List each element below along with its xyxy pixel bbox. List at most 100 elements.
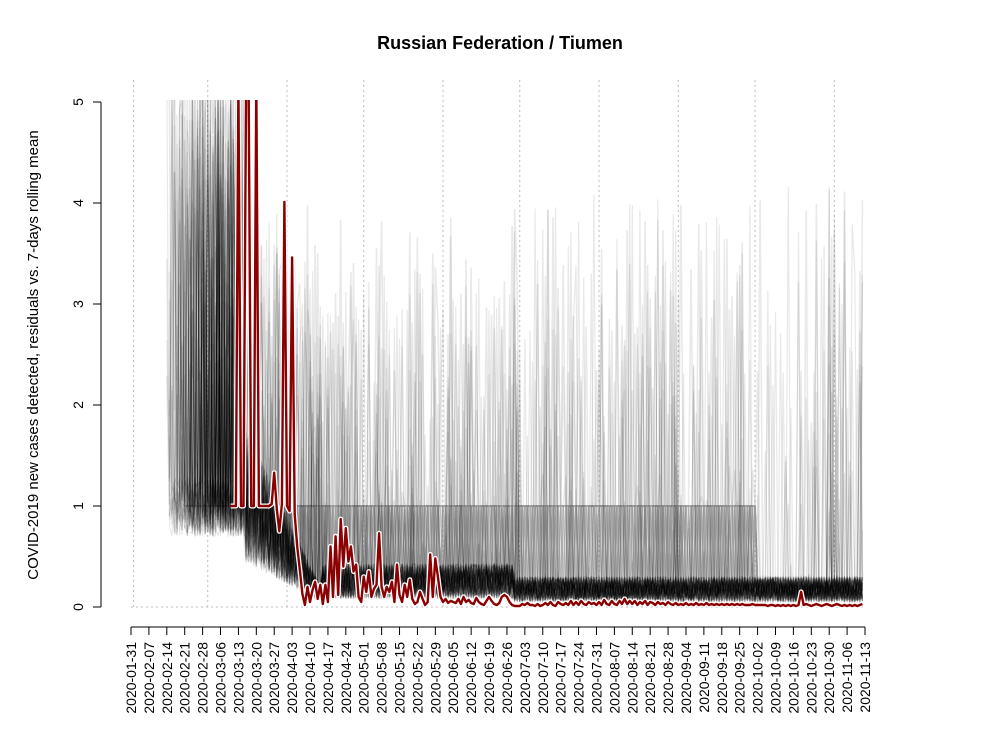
background-series-line [214,106,863,604]
background-series-line [202,100,863,603]
y-tick-label: 4 [70,199,86,207]
background-series-line [168,100,863,603]
background-series-line [168,100,863,604]
background-series-line [173,100,863,604]
x-tick-label: 2020-03-06 [213,642,229,714]
x-tick-label: 2020-07-24 [571,642,587,714]
background-series-line [214,104,864,604]
x-tick-label: 2020-02-07 [141,642,157,714]
x-tick-label: 2020-05-01 [356,642,372,714]
x-tick-label: 2020-06-26 [499,642,515,714]
x-tick-label: 2020-08-07 [606,642,622,714]
background-series-line [168,100,863,604]
background-series-line [204,136,863,603]
x-tick-label: 2020-05-08 [374,642,390,714]
x-tick-label: 2020-04-10 [302,642,318,714]
background-series-line [184,128,863,604]
x-tick-label: 2020-08-14 [624,642,640,714]
background-series-line [168,153,863,603]
highlight-series-line [230,100,863,608]
y-axis-label: COVID-2019 new cases detected, residuals… [25,130,42,579]
x-tick-label: 2020-03-20 [248,642,264,714]
background-series-line [173,100,863,604]
background-series-line [205,100,864,604]
y-tick-label: 1 [70,502,86,510]
background-series-line [189,162,863,604]
x-tick-label: 2020-09-18 [714,642,730,714]
x-tick-label: 2020-03-27 [266,642,282,714]
background-series-line [202,100,863,604]
background-series-line [173,100,863,604]
x-tick-label: 2020-05-15 [392,642,408,714]
background-series-line [168,100,863,605]
x-tick-label: 2020-09-11 [696,642,712,713]
background-series-line [176,100,863,604]
background-series-line [171,100,863,604]
x-tick-label: 2020-06-05 [445,642,461,714]
background-series-line [179,107,863,604]
background-series-line [176,116,863,604]
x-tick-label: 2020-02-14 [159,642,175,714]
background-series-line [168,120,863,604]
background-series-line [204,199,863,604]
x-tick-label: 2020-07-03 [517,642,533,714]
background-series-line [176,100,863,604]
background-series-line [176,100,863,603]
background-series-line [166,100,863,604]
background-series-line [212,179,863,604]
background-series-line [191,193,863,604]
x-tick-label: 2020-06-12 [463,642,479,714]
x-tick-label: 2020-09-25 [732,642,748,714]
chart-title: Russian Federation / Tiumen [377,33,623,53]
x-tick-label: 2020-04-24 [338,642,354,714]
background-series-line [179,100,863,604]
background-series-line [191,105,863,604]
x-tick-label: 2020-08-28 [660,642,676,714]
background-series-line [196,100,863,604]
x-tick-label: 2020-02-21 [177,642,193,714]
background-series-line [196,100,863,604]
background-series-line [214,111,863,605]
background-series-line [199,124,863,604]
background-series-line [186,199,864,605]
x-tick-label: 2020-07-17 [553,642,569,714]
background-series-line [194,143,864,604]
x-tick-label: 2020-10-23 [803,642,819,714]
x-tick-label: 2020-10-16 [785,642,801,714]
background-series-layer [166,100,864,605]
y-tick-label: 3 [70,300,86,308]
x-tick-label: 2020-05-29 [427,642,443,714]
highlight-series-layer [230,100,864,609]
x-tick-label: 2020-11-13 [857,642,873,713]
x-tick-label: 2020-05-22 [409,642,425,714]
x-tick-label: 2020-04-03 [284,642,300,714]
x-tick-label: 2020-02-28 [195,642,211,714]
background-series-line [194,100,863,603]
background-series-line [210,182,864,604]
x-tick-label: 2020-09-04 [678,642,694,714]
background-series-line [196,256,863,604]
background-series-line [173,158,863,605]
background-series-line [212,131,863,605]
x-tick-label: 2020-04-17 [320,642,336,714]
x-tick-label: 2020-10-09 [768,642,784,714]
background-series-line [189,100,863,604]
y-tick-label: 5 [70,98,86,106]
background-series-line [179,114,863,605]
background-series-line [171,100,864,604]
background-series-line [176,101,863,604]
background-series-line [194,132,863,604]
x-tick-label: 2020-08-21 [642,642,658,714]
background-series-line [184,143,864,604]
background-series-line [179,109,863,604]
background-series-line [184,100,864,604]
background-series-line [184,100,863,604]
background-series-line [194,321,864,603]
background-series-line [200,261,863,603]
x-tick-label: 2020-07-10 [535,642,551,714]
background-series-line [173,100,863,604]
x-tick-label: 2020-11-06 [839,642,855,713]
background-series-line [194,207,863,604]
